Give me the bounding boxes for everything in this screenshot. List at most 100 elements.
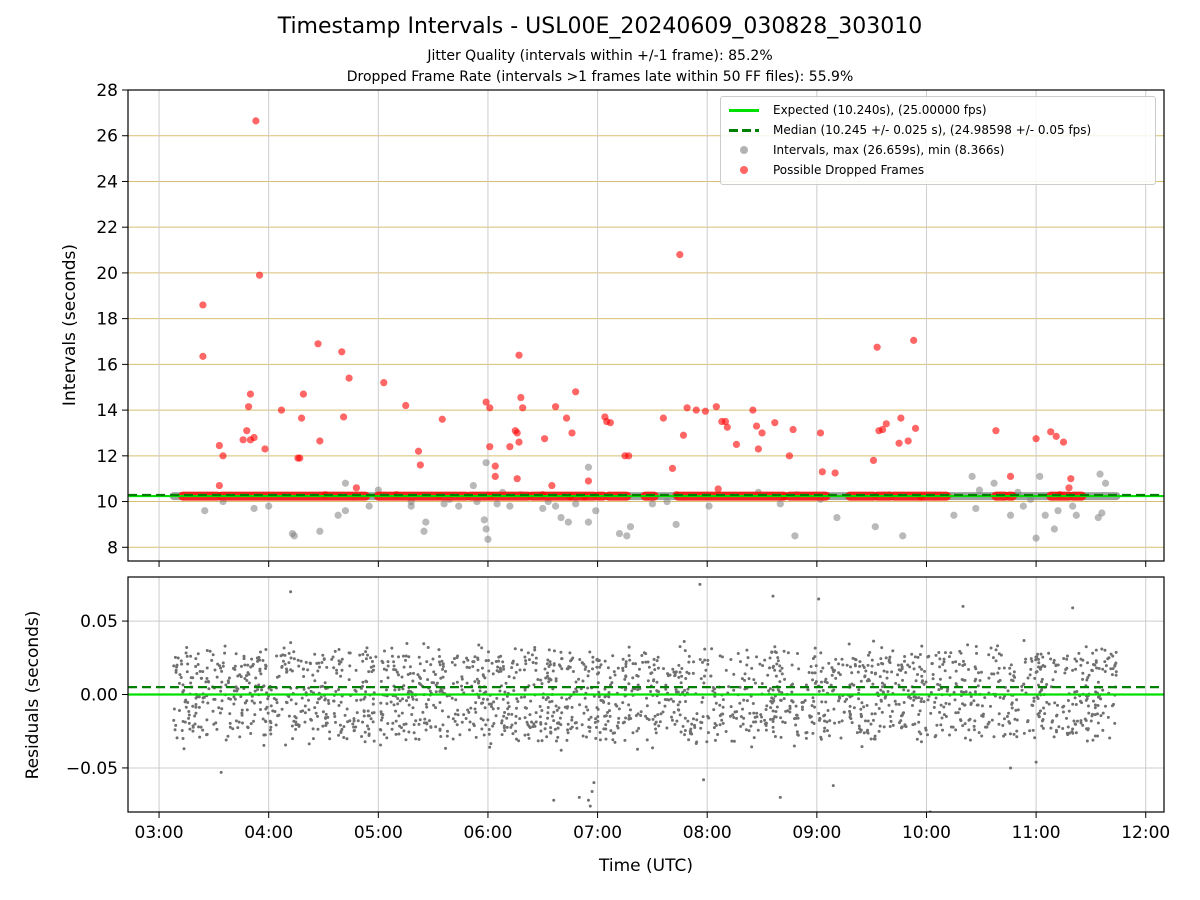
residual-point — [652, 663, 656, 667]
residual-point — [975, 651, 979, 655]
residual-point — [1079, 719, 1083, 723]
residual-point — [482, 733, 486, 737]
residual-point — [322, 658, 326, 662]
dropped-frame-point — [250, 433, 258, 442]
residual-point — [823, 680, 827, 684]
residual-point — [381, 713, 385, 717]
residual-point — [825, 720, 829, 724]
residual-point — [194, 665, 198, 669]
dropped-frame-point — [297, 414, 306, 422]
residual-point — [533, 648, 537, 652]
interval-y-tick-label: 8 — [107, 538, 118, 558]
dropped-frame-point — [712, 403, 720, 411]
residual-point — [289, 641, 293, 645]
residual-point — [825, 729, 829, 733]
residual-point — [748, 711, 752, 715]
residual-point — [912, 698, 916, 702]
residual-point — [627, 714, 631, 718]
residual-point — [566, 731, 570, 735]
residual-point — [934, 696, 938, 700]
residual-point — [180, 729, 184, 733]
residual-point — [317, 665, 321, 669]
residual-point — [1108, 736, 1112, 740]
residual-point — [491, 672, 495, 676]
residual-point — [277, 674, 281, 678]
residual-point — [414, 737, 418, 741]
residual-point — [297, 664, 301, 668]
residual-point — [534, 720, 538, 724]
interval-point — [290, 532, 298, 540]
residual-point — [621, 666, 625, 670]
dropped-frame-point — [316, 437, 324, 445]
residual-point — [729, 705, 733, 709]
residual-point — [917, 713, 921, 717]
residual-point — [534, 668, 538, 672]
residual-point — [775, 662, 779, 666]
interval-point — [1032, 534, 1040, 542]
interval-point — [341, 507, 350, 515]
residual-point — [224, 683, 228, 687]
residual-point — [1095, 666, 1099, 670]
residual-point — [343, 713, 347, 717]
residual-point — [683, 733, 687, 737]
residual-point — [695, 718, 699, 722]
residual-point — [847, 642, 851, 646]
residual-point — [439, 734, 443, 738]
residual-point — [732, 688, 736, 692]
residual-point — [636, 683, 640, 687]
residual-point — [938, 665, 942, 669]
residual-point — [978, 679, 982, 683]
residual-point — [1015, 729, 1019, 733]
residual-point — [1029, 667, 1033, 671]
residual-point — [908, 665, 912, 669]
residual-point — [491, 707, 495, 711]
residual-point — [703, 647, 707, 651]
residual-point — [193, 714, 197, 718]
interval-y-tick-label: 12 — [96, 447, 118, 467]
residual-point — [379, 679, 383, 683]
residual-point — [795, 730, 799, 734]
residual-point — [311, 727, 315, 731]
residual-point — [453, 663, 457, 667]
residual-point — [466, 708, 470, 712]
residual-point — [786, 651, 790, 655]
residual-point — [603, 659, 607, 663]
residual-point — [842, 710, 846, 714]
residual-point — [333, 720, 337, 724]
residual-point — [196, 662, 200, 666]
residual-point — [364, 650, 368, 654]
residual-point — [539, 678, 543, 682]
residual-point — [611, 738, 615, 742]
residual-point — [432, 681, 436, 685]
residual-point — [175, 665, 179, 669]
residual-point — [397, 732, 401, 736]
dropped-frame-point — [438, 415, 446, 423]
residual-point — [1008, 732, 1012, 736]
residual-point — [628, 708, 632, 712]
residual-point — [683, 649, 687, 653]
residual-point — [386, 660, 390, 664]
residual-point — [712, 726, 716, 730]
residual-point — [900, 725, 904, 729]
residual-point — [792, 744, 796, 748]
residual-point — [172, 707, 176, 711]
residual-point — [588, 650, 592, 654]
interval-point — [572, 500, 580, 508]
dropped-frame-point — [414, 447, 423, 455]
residual-point — [575, 689, 579, 693]
residual-point — [321, 724, 325, 728]
residual-point — [1045, 700, 1049, 704]
residual-point — [392, 703, 396, 707]
residual-point — [412, 731, 416, 735]
residual-point — [1111, 667, 1115, 671]
residual-point — [363, 730, 367, 734]
residual-point — [721, 721, 725, 725]
residual-point — [591, 655, 595, 659]
interval-point — [672, 520, 680, 529]
residual-point — [211, 709, 215, 713]
residual-point — [220, 680, 224, 684]
residual-point — [658, 720, 662, 724]
residual-point — [434, 690, 438, 694]
residual-point — [532, 683, 536, 687]
residual-point — [415, 698, 419, 702]
